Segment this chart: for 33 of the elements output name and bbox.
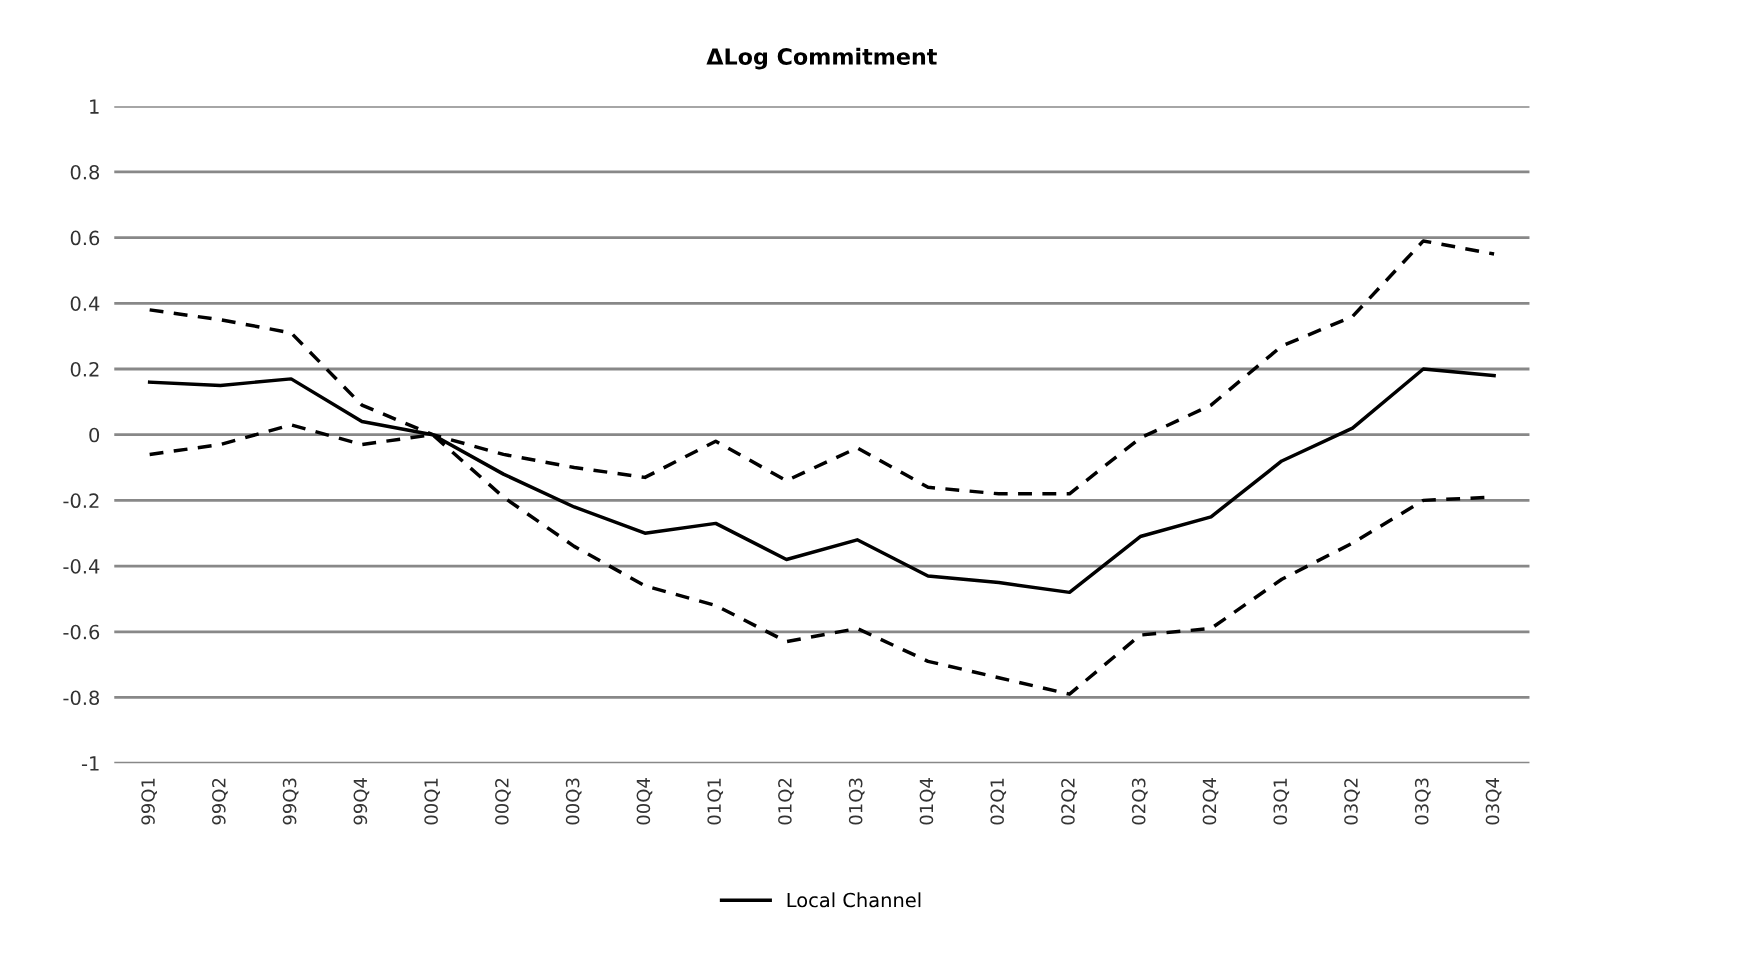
chart-title: ΔLog Commitment <box>706 47 937 70</box>
y-tick-label: 0 <box>89 427 100 443</box>
x-tick-label: 99Q1 <box>141 778 157 825</box>
y-tick-label: -0.8 <box>63 690 100 706</box>
x-tick-label: 02Q3 <box>1131 778 1148 825</box>
x-tick-label: 00Q2 <box>495 778 511 825</box>
y-tick-label: 1 <box>90 99 99 114</box>
x-tick-label: 00Q3 <box>565 778 582 825</box>
y-tick-label: -0.4 <box>63 559 100 574</box>
x-tick-label: 01Q4 <box>919 778 936 825</box>
x-tick-label: 01Q1 <box>707 778 724 825</box>
x-tick-label: 01Q3 <box>848 778 865 825</box>
x-tick-label: 02Q1 <box>990 778 1007 825</box>
x-tick-label: 02Q4 <box>1202 778 1219 825</box>
y-tick-label: -1 <box>81 756 99 771</box>
x-tick-label: 00Q4 <box>636 778 653 825</box>
y-tick-label: 0.2 <box>70 361 99 377</box>
y-tick-label: 0.6 <box>70 230 100 246</box>
x-tick-label: 03Q3 <box>1414 778 1431 825</box>
x-tick-label: 02Q2 <box>1061 778 1077 825</box>
x-tick-label: 03Q1 <box>1273 778 1290 825</box>
y-tick-label: -0.2 <box>63 493 99 509</box>
y-tick-label: -0.6 <box>63 624 100 640</box>
x-tick-label: 03Q4 <box>1485 778 1502 825</box>
x-tick-label: 99Q2 <box>211 778 228 825</box>
y-tick-label: 0.4 <box>70 296 100 311</box>
x-tick-label: 01Q2 <box>778 778 794 825</box>
x-tick-label: 99Q4 <box>353 778 370 825</box>
y-tick-label: 0.8 <box>70 164 100 180</box>
x-tick-label: 00Q1 <box>424 778 440 825</box>
x-tick-label: 03Q2 <box>1344 778 1360 825</box>
x-tick-label: 99Q3 <box>282 778 299 825</box>
legend-label: Local Channel <box>787 892 921 908</box>
